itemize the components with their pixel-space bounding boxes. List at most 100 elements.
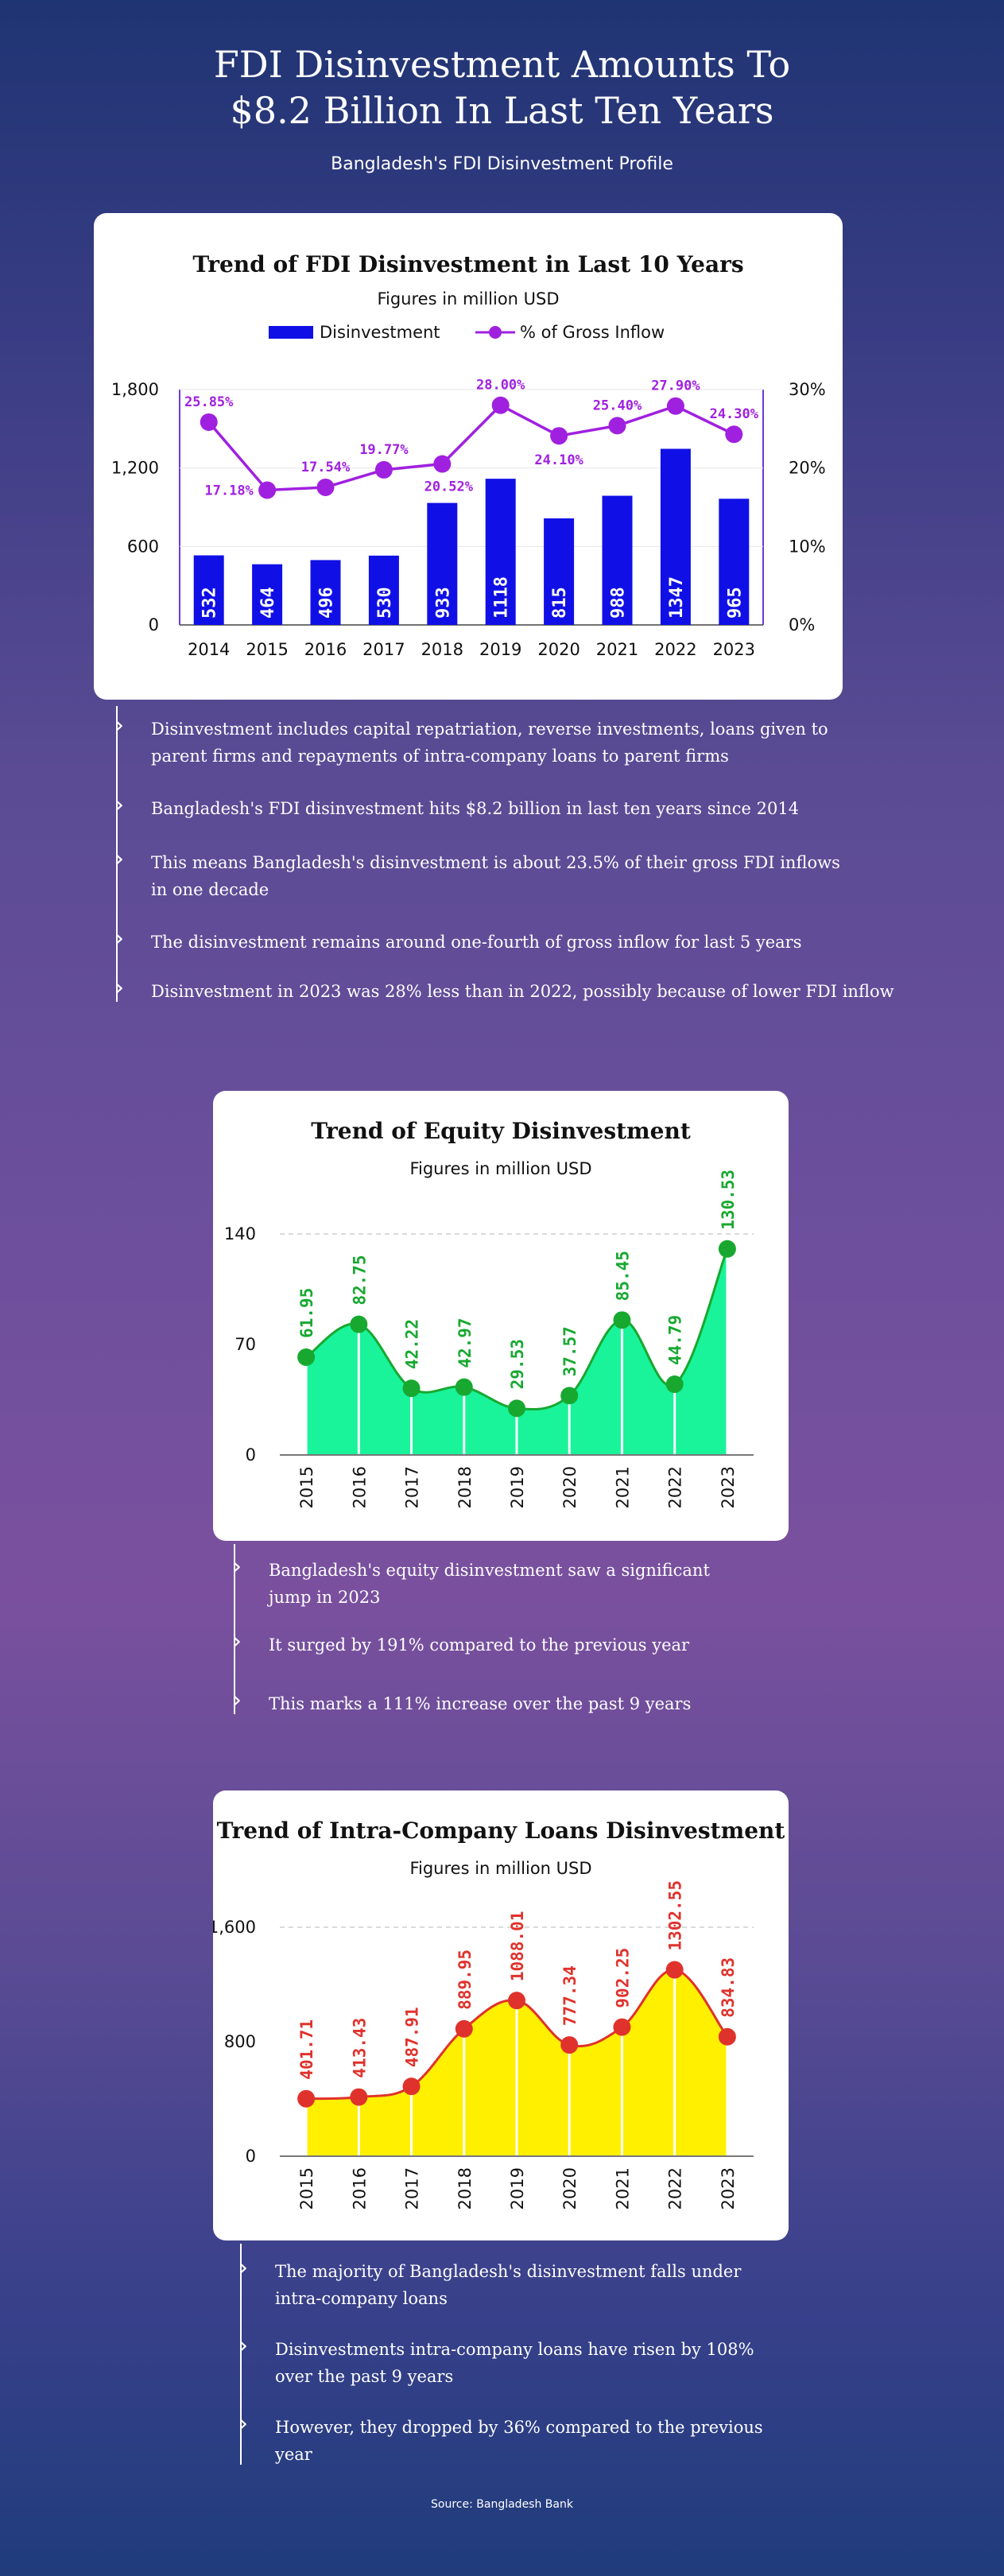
data-point bbox=[508, 1399, 525, 1418]
bullet-marker-icon: › bbox=[232, 1686, 242, 1714]
y-tick-label: 70 bbox=[235, 1335, 256, 1354]
x-tick-label: 2014 bbox=[188, 640, 230, 659]
gross-inflow-label: 25.85% bbox=[184, 394, 234, 410]
bar-value-label: 965 bbox=[725, 587, 745, 619]
gross-inflow-label: 24.10% bbox=[534, 452, 583, 468]
bullet-text: However, they dropped by 36% compared to… bbox=[275, 2418, 763, 2464]
bar bbox=[602, 495, 633, 625]
x-tick-label: 2016 bbox=[304, 640, 347, 659]
bullets-section-2: › Bangladesh's equity disinvestment saw a… bbox=[229, 1544, 865, 1728]
data-point bbox=[665, 1375, 684, 1394]
intra-company-loans-card: Trend of Intra-Company Loans Disinvestme… bbox=[213, 1790, 789, 2240]
bullet-text: Disinvestment in 2023 was 28% less than … bbox=[151, 982, 894, 1001]
y2-tick-label: 30% bbox=[789, 380, 826, 399]
x-tick-label: 2020 bbox=[560, 2167, 580, 2209]
data-point bbox=[402, 2077, 421, 2096]
y-tick-label: 800 bbox=[224, 2032, 256, 2051]
bullet-text: Disinvestments intra-company loans have … bbox=[275, 2340, 754, 2386]
x-tick-label: 2018 bbox=[455, 1466, 475, 1508]
gross-inflow-point bbox=[491, 396, 510, 414]
main-title-line2: $8.2 Billion In Last Ten Years bbox=[230, 89, 774, 132]
data-point bbox=[718, 1240, 736, 1258]
data-label: 1088.01 bbox=[508, 1911, 527, 1982]
x-tick-label: 2022 bbox=[654, 640, 696, 659]
data-label: 61.95 bbox=[297, 1288, 316, 1338]
gross-inflow-point bbox=[200, 413, 218, 431]
data-point bbox=[297, 2089, 316, 2108]
y-tick-label: 1,200 bbox=[111, 459, 159, 478]
gross-inflow-point bbox=[258, 481, 277, 499]
x-tick-label: 2022 bbox=[666, 2167, 685, 2209]
gross-inflow-label: 20.52% bbox=[424, 479, 474, 495]
data-point bbox=[455, 2019, 473, 2038]
gross-inflow-point bbox=[316, 478, 335, 496]
bar-value-label: 530 bbox=[375, 587, 395, 619]
equity-disinvestment-card: Trend of Equity Disinvestment Figures in… bbox=[213, 1091, 789, 1541]
x-tick-label: 2016 bbox=[350, 1466, 369, 1508]
bullet-marker-icon: › bbox=[238, 2410, 248, 2438]
data-point bbox=[665, 1961, 684, 1979]
gross-inflow-point bbox=[433, 455, 452, 473]
data-point bbox=[508, 1992, 525, 2010]
gross-inflow-point bbox=[550, 427, 568, 445]
bar-value-label: 988 bbox=[609, 587, 629, 619]
gross-inflow-label: 17.18% bbox=[204, 483, 254, 499]
gross-inflow-point bbox=[725, 425, 743, 444]
chart3-subtitle: Figures in million USD bbox=[409, 1859, 592, 1878]
bullets-section-1: › Disinvestment includes capital repatria… bbox=[111, 706, 986, 1016]
x-tick-label: 2023 bbox=[713, 640, 755, 659]
chart1-subtitle: Figures in million USD bbox=[377, 289, 560, 308]
y-tick-label: 0 bbox=[246, 1445, 256, 1465]
data-label: 85.45 bbox=[613, 1251, 632, 1301]
chart2-title: Trend of Equity Disinvestment bbox=[311, 1118, 691, 1144]
x-tick-label: 2019 bbox=[479, 640, 521, 659]
bar bbox=[193, 555, 224, 625]
data-point bbox=[297, 1348, 316, 1366]
bar bbox=[660, 448, 691, 625]
data-label: 834.83 bbox=[719, 1957, 738, 2018]
bullets-section-3: › The majority of Bangladesh's disinvestm… bbox=[235, 2244, 871, 2474]
y-tick-label: 1,800 bbox=[111, 380, 159, 399]
x-tick-label: 2021 bbox=[613, 1466, 632, 1508]
x-tick-label: 2017 bbox=[403, 1466, 422, 1508]
data-point bbox=[613, 1311, 631, 1329]
data-point bbox=[560, 2036, 579, 2054]
data-label: 487.91 bbox=[403, 2007, 422, 2067]
x-tick-label: 2015 bbox=[297, 1466, 316, 1508]
data-label: 777.34 bbox=[560, 1965, 580, 2026]
bullet-marker-icon: › bbox=[114, 974, 124, 1002]
bullet-marker-icon: › bbox=[114, 712, 124, 739]
bar bbox=[719, 499, 750, 625]
legend-swatch-disinvestment bbox=[269, 326, 313, 339]
data-label: 37.57 bbox=[560, 1326, 580, 1376]
bullet-timeline-line bbox=[234, 1544, 235, 1714]
bullet-text: Bangladesh's FDI disinvestment hits $8.2… bbox=[151, 799, 800, 818]
bar-value-label: 815 bbox=[550, 587, 570, 619]
bullet-text: This means Bangladesh's disinvestment is… bbox=[151, 853, 840, 899]
x-tick-label: 2019 bbox=[508, 1466, 527, 1508]
chart2-subtitle: Figures in million USD bbox=[409, 1159, 592, 1178]
x-tick-label: 2018 bbox=[421, 640, 463, 659]
bullet-marker-icon: › bbox=[238, 2332, 248, 2360]
gross-inflow-label: 24.30% bbox=[710, 406, 759, 422]
y-tick-label: 0 bbox=[246, 2147, 256, 2166]
x-tick-label: 2020 bbox=[537, 640, 580, 659]
data-point bbox=[718, 2027, 736, 2046]
x-tick-label: 2022 bbox=[666, 1466, 685, 1508]
data-label: 1302.55 bbox=[666, 1880, 685, 1951]
bar-value-label: 532 bbox=[200, 587, 220, 619]
y-tick-label: 140 bbox=[224, 1224, 256, 1243]
x-tick-label: 2015 bbox=[246, 640, 288, 659]
main-title-line1: FDI Disinvestment Amounts To bbox=[213, 43, 791, 86]
data-label: 42.22 bbox=[403, 1319, 422, 1369]
bullet-text: It surged by 191% compared to the previo… bbox=[269, 1635, 690, 1655]
data-label: 413.43 bbox=[350, 2018, 369, 2078]
page-subtitle: Bangladesh's FDI Disinvestment Profile bbox=[331, 154, 673, 174]
bar-value-label: 1118 bbox=[492, 576, 512, 619]
x-tick-label: 2018 bbox=[455, 2167, 475, 2209]
bullet-marker-icon: › bbox=[114, 925, 124, 952]
bar-value-label: 496 bbox=[317, 587, 337, 619]
main-title: FDI Disinvestment Amounts To $8.2 Billio… bbox=[0, 41, 1004, 134]
gross-inflow-point bbox=[666, 397, 684, 415]
data-label: 889.95 bbox=[455, 1949, 475, 2010]
